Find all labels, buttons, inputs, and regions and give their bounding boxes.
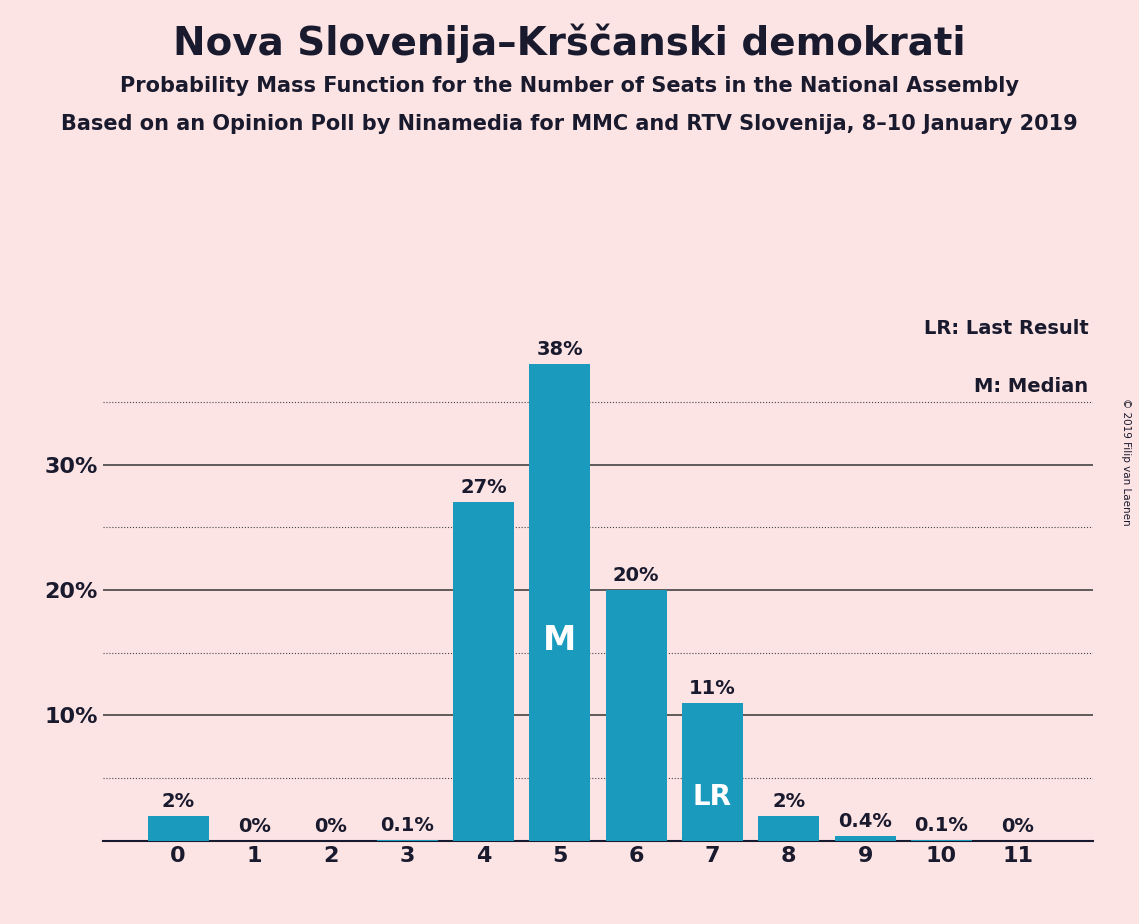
Text: 20%: 20% bbox=[613, 566, 659, 585]
Text: Nova Slovenija–Krščanski demokrati: Nova Slovenija–Krščanski demokrati bbox=[173, 23, 966, 63]
Text: 11%: 11% bbox=[689, 679, 736, 698]
Text: LR: Last Result: LR: Last Result bbox=[924, 320, 1089, 338]
Bar bbox=[759, 816, 819, 841]
Bar bbox=[835, 836, 895, 841]
Text: 0.1%: 0.1% bbox=[915, 816, 968, 834]
Text: 0.4%: 0.4% bbox=[838, 812, 892, 831]
Text: LR: LR bbox=[693, 783, 732, 810]
Bar bbox=[682, 703, 743, 841]
Text: 38%: 38% bbox=[536, 340, 583, 359]
Text: 2%: 2% bbox=[162, 792, 195, 810]
Text: 0%: 0% bbox=[238, 817, 271, 836]
Text: Probability Mass Function for the Number of Seats in the National Assembly: Probability Mass Function for the Number… bbox=[120, 76, 1019, 96]
Text: M: Median: M: Median bbox=[974, 377, 1089, 396]
Text: 0.1%: 0.1% bbox=[380, 816, 434, 834]
Bar bbox=[606, 590, 666, 841]
Bar bbox=[530, 364, 590, 841]
Bar bbox=[377, 840, 437, 841]
Text: 0%: 0% bbox=[314, 817, 347, 836]
Text: 2%: 2% bbox=[772, 792, 805, 810]
Text: 0%: 0% bbox=[1001, 817, 1034, 836]
Bar bbox=[911, 840, 972, 841]
Text: Based on an Opinion Poll by Ninamedia for MMC and RTV Slovenija, 8–10 January 20: Based on an Opinion Poll by Ninamedia fo… bbox=[62, 114, 1077, 134]
Bar bbox=[148, 816, 208, 841]
Text: M: M bbox=[543, 625, 576, 657]
Bar bbox=[453, 503, 514, 841]
Text: © 2019 Filip van Laenen: © 2019 Filip van Laenen bbox=[1121, 398, 1131, 526]
Text: 27%: 27% bbox=[460, 479, 507, 497]
